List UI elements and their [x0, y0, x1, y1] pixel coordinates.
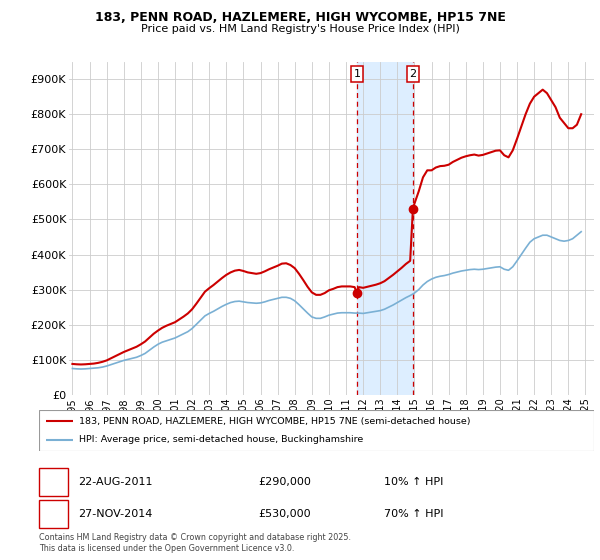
Text: 1: 1 [353, 69, 361, 79]
Text: HPI: Average price, semi-detached house, Buckinghamshire: HPI: Average price, semi-detached house,… [79, 436, 363, 445]
Text: 10% ↑ HPI: 10% ↑ HPI [384, 477, 443, 487]
Text: 27-NOV-2014: 27-NOV-2014 [78, 508, 152, 519]
Bar [357, 62, 413, 395]
Text: 2: 2 [409, 69, 416, 79]
Text: 183, PENN ROAD, HAZLEMERE, HIGH WYCOMBE, HP15 7NE (semi-detached house): 183, PENN ROAD, HAZLEMERE, HIGH WYCOMBE,… [79, 417, 470, 426]
Text: 2: 2 [50, 508, 57, 519]
Text: 183, PENN ROAD, HAZLEMERE, HIGH WYCOMBE, HP15 7NE: 183, PENN ROAD, HAZLEMERE, HIGH WYCOMBE,… [95, 11, 505, 24]
Text: 1: 1 [50, 477, 57, 487]
Text: £530,000: £530,000 [258, 508, 311, 519]
Text: 22-AUG-2011: 22-AUG-2011 [78, 477, 152, 487]
Text: £290,000: £290,000 [258, 477, 311, 487]
Text: Price paid vs. HM Land Registry's House Price Index (HPI): Price paid vs. HM Land Registry's House … [140, 24, 460, 34]
Text: 70% ↑ HPI: 70% ↑ HPI [384, 508, 443, 519]
Text: Contains HM Land Registry data © Crown copyright and database right 2025.
This d: Contains HM Land Registry data © Crown c… [39, 533, 351, 553]
